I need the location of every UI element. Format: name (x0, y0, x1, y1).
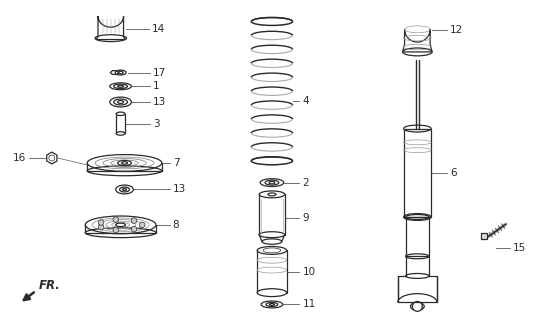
Circle shape (98, 224, 104, 230)
Bar (403, 129, 431, 217)
Circle shape (113, 228, 119, 233)
Circle shape (131, 218, 137, 223)
Circle shape (98, 220, 104, 225)
Circle shape (131, 226, 137, 232)
Text: 15: 15 (513, 244, 526, 253)
Circle shape (140, 222, 145, 228)
Text: 11: 11 (302, 300, 316, 309)
Text: 16: 16 (13, 153, 26, 163)
Text: 13: 13 (173, 184, 186, 195)
Text: 4: 4 (302, 96, 309, 106)
Text: FR.: FR. (39, 279, 61, 292)
Text: 8: 8 (173, 220, 179, 230)
Bar (481, 233, 487, 239)
Bar (406, 217, 429, 256)
Circle shape (113, 217, 119, 222)
Text: 7: 7 (173, 158, 179, 168)
Text: 13: 13 (153, 97, 166, 107)
Text: 1: 1 (153, 81, 159, 91)
Text: 12: 12 (450, 25, 463, 35)
Text: 17: 17 (153, 68, 166, 77)
Circle shape (412, 301, 422, 311)
Text: 9: 9 (302, 213, 309, 223)
Text: 3: 3 (153, 119, 159, 129)
Text: 2: 2 (302, 178, 309, 188)
Text: 14: 14 (152, 24, 165, 34)
Text: 10: 10 (302, 267, 316, 276)
Text: 6: 6 (450, 168, 456, 178)
